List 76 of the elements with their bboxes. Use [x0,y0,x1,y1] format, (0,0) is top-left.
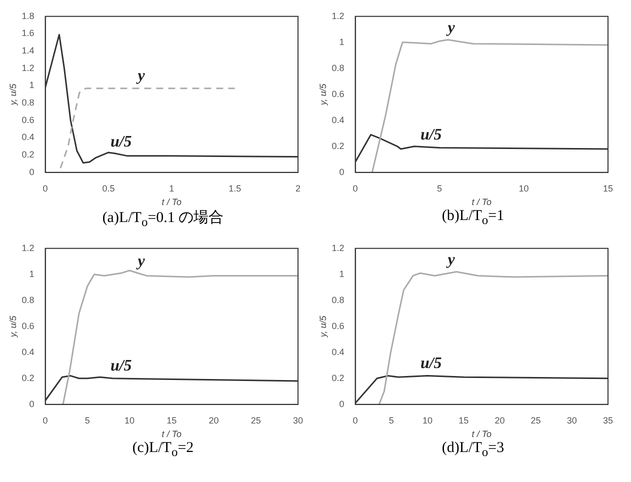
x-tick-label: 15 [166,415,177,426]
x-tick-label: 20 [494,415,505,426]
y-tick-label: 0.4 [332,114,344,125]
x-tick-label: 2 [295,183,301,194]
x-tick-label: 0 [42,183,48,194]
x-tick-label: 0 [352,183,358,194]
x-tick-label: 25 [250,415,261,426]
y-tick-label: 0 [339,166,344,177]
x-tick-label: 0 [352,415,358,426]
x-tick-label: 25 [530,415,541,426]
y-tick-label: 0 [339,398,344,409]
y-tick-label: 0.2 [332,372,344,383]
x-axis-title: t / To [162,429,182,440]
y-tick-label: 1.2 [22,242,34,253]
y-tick-label: 0.2 [22,372,34,383]
series-label: y [446,252,456,269]
x-axis-title: t / To [162,197,182,208]
y-tick-label: 1.2 [332,242,344,253]
x-tick-label: 15 [602,183,614,194]
text: (d)L/T$_{o}$=3 [440,440,506,460]
x-tick-label: 15 [458,415,469,426]
y-tick-label: 0.6 [22,320,34,331]
text: (a)L/T$_{o}$=0.1 の場合 [101,208,225,230]
x-tick-label: 5 [437,183,442,194]
x-tick-label: 30 [292,415,304,426]
y-tick-label: 1.4 [22,46,34,56]
series-label: u/5 [420,354,442,372]
y-tick-label: 1 [29,268,34,279]
x-tick-label: 5 [388,415,394,426]
y-tick-label: 1.8 [22,10,34,21]
x-tick-label: 1 [169,183,174,194]
text: (c)L/T$_{o}$=2 [131,440,195,460]
y-tick-label: 0.6 [332,88,344,99]
y-tick-label: 0.8 [22,294,34,305]
x-tick-label: 0 [42,415,48,426]
y-tick-label: 0 [29,398,34,409]
y-tick-label: 1.6 [22,28,34,38]
y-tick-label: 0.2 [332,140,344,151]
y-tick-label: 1 [339,36,344,47]
y-tick-label: 0.4 [332,346,344,357]
y-tick-label: 0.2 [22,150,34,160]
y-axis-title: y, u/5 [8,82,18,106]
series-label: y [446,19,456,36]
y-axis-title: y, u/5 [318,314,328,338]
x-tick-label: 1.5 [228,183,242,194]
series-label: u/5 [110,134,132,151]
text: (b)L/T$_{o}$=1 [440,208,506,228]
x-tick-label: 10 [422,415,433,426]
x-axis-title: t / To [472,429,492,440]
y-tick-label: 1.2 [332,10,344,21]
x-tick-label: 30 [566,415,577,426]
y-tick-label: 1 [29,80,34,90]
line-series [60,88,236,169]
y-tick-label: 0.6 [22,114,34,125]
y-axis-title: y, u/5 [8,314,18,338]
y-tick-label: 1 [339,268,344,279]
y-tick-label: 0.8 [332,294,344,305]
y-tick-label: 0.8 [332,62,344,73]
x-axis-title: t / To [472,197,492,208]
y-tick-label: 1.2 [22,62,34,73]
series-label: y [136,67,146,84]
y-tick-label: 0.6 [332,320,344,331]
y-tick-label: 0 [29,166,34,177]
y-tick-label: 0.8 [22,98,34,108]
x-tick-label: 10 [124,415,135,426]
series-label: y [136,253,146,270]
y-tick-label: 0.4 [22,346,34,357]
x-tick-label: 35 [602,415,614,426]
x-tick-label: 0.5 [102,183,115,194]
x-tick-label: 20 [208,415,219,426]
y-axis-title: y, u/5 [318,82,328,106]
x-tick-label: 5 [84,415,90,426]
y-tick-label: 0.4 [22,132,34,142]
series-label: u/5 [110,358,132,375]
x-tick-label: 10 [518,183,529,194]
series-label: u/5 [420,126,442,144]
